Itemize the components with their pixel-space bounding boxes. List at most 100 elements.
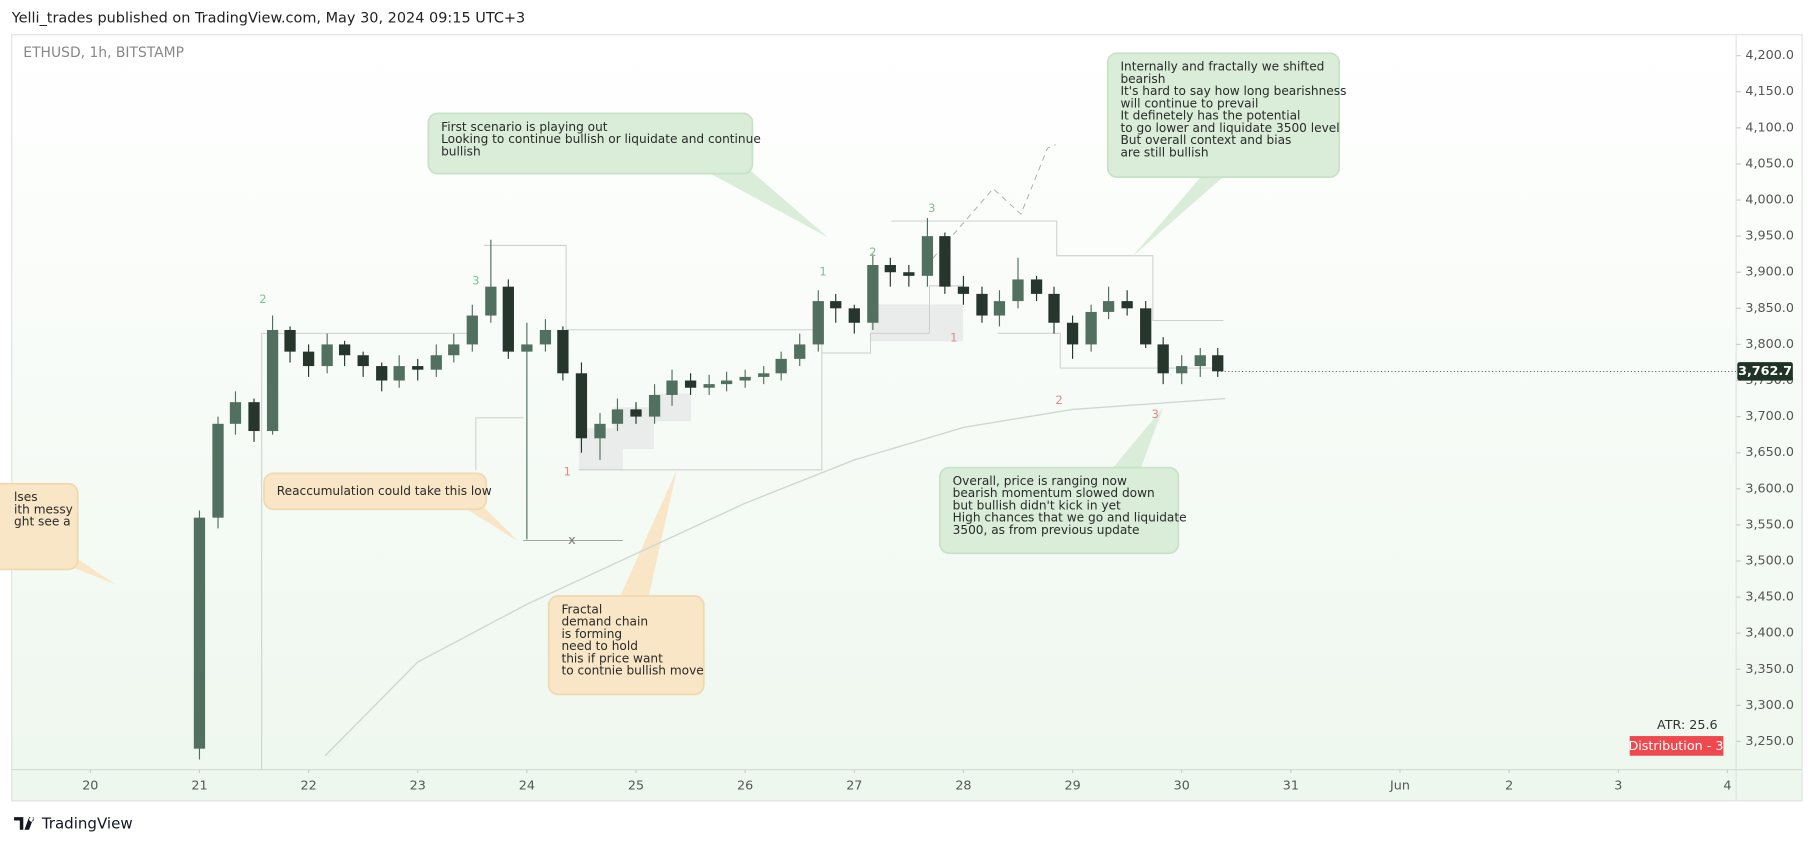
candle-body [1121, 301, 1133, 309]
candle-body [794, 344, 806, 359]
candle-body [284, 329, 296, 352]
candle-body [867, 265, 879, 323]
projection [925, 144, 1056, 267]
candle-body [448, 344, 460, 356]
y-tick-label: 3,450.0 [1745, 590, 1794, 605]
wave-label: 2 [259, 292, 266, 306]
atr: ATR: 25.6 [1657, 718, 1718, 733]
zone-line [821, 285, 964, 354]
candle-body [229, 402, 242, 424]
y-tick-label: 3,500.0 [1745, 553, 1794, 568]
candle-body [1176, 366, 1188, 374]
candle-body [1157, 344, 1169, 374]
candle-body [630, 409, 642, 417]
candle-body [248, 402, 260, 432]
candle-body [466, 315, 478, 345]
x-tick-label: Jun [1389, 778, 1410, 793]
zone-line [891, 220, 1224, 322]
callout-text: Overall, price is ranging now [953, 474, 1127, 488]
candle-body [338, 344, 351, 356]
callout-text: this if price want [561, 651, 663, 665]
footer-brand: TradingView [41, 815, 133, 833]
callout-text: Fractal [561, 602, 602, 616]
callout-text: It definetely has the potential [1120, 109, 1300, 123]
symbol: ETHUSD, 1h, BITSTAMP [23, 45, 184, 61]
candle-body [903, 272, 915, 276]
candle-body [539, 329, 552, 345]
zone-line [483, 244, 823, 471]
callout-text: will continue to prevail [1120, 96, 1258, 110]
callout-text: Looking to continue bullish or liquidate… [441, 132, 761, 146]
header-title: Yelli_trades published on TradingView.co… [11, 11, 526, 27]
candle-body [739, 376, 751, 381]
callout-text: ith messy [14, 502, 73, 516]
y-tick-label: 3,250.0 [1745, 734, 1794, 749]
callout-text: High chances that we go and liquidate [953, 511, 1187, 525]
badge: Distribution - 3 [1628, 739, 1723, 754]
callout-text: 3500, as from previous update [953, 523, 1140, 537]
candle-body [430, 355, 442, 370]
candle-body [884, 265, 896, 273]
x-tick-label: 2 [1505, 778, 1513, 793]
y-tick-label: 4,000.0 [1745, 193, 1794, 208]
y-tick-label: 3,850.0 [1745, 301, 1794, 316]
callout-text: demand chain [561, 615, 648, 629]
x-tick-label: 28 [955, 778, 971, 793]
wave-label: 1 [564, 465, 571, 479]
callout-text: ght see a [14, 515, 71, 529]
candle-body [521, 344, 533, 352]
candle-body [720, 380, 733, 385]
callout [939, 466, 1180, 555]
candle-body [703, 384, 715, 388]
callout [0, 482, 79, 571]
candle-body [611, 409, 624, 424]
moving-average [324, 397, 1226, 757]
y-tick-label: 3,600.0 [1745, 481, 1794, 496]
candle-body [1030, 279, 1043, 294]
candle-body [1012, 279, 1024, 302]
candle-body [830, 301, 842, 309]
x-tick-label: 25 [628, 778, 644, 793]
zone-line [997, 332, 1224, 369]
candle-body [848, 308, 860, 323]
x-tick-label: 30 [1174, 778, 1190, 793]
y-tick-label: 3,550.0 [1745, 517, 1794, 532]
candle-body [485, 286, 497, 316]
callout-text: bearish [1120, 72, 1165, 86]
pointer [706, 162, 828, 238]
y-tick-label: 4,050.0 [1745, 156, 1794, 171]
badge-box [1629, 736, 1724, 756]
candle-body [1085, 311, 1097, 345]
callout-text: but bullish didn't kick in yet [953, 498, 1121, 512]
candle-body [376, 366, 388, 381]
y-tick-label: 3,950.0 [1745, 229, 1794, 244]
callout-text: are still bullish [1120, 145, 1208, 159]
tv-logo [14, 817, 34, 830]
callout-text: Internally and fractally we shifted [1120, 60, 1324, 74]
y-tick-label: 3,400.0 [1745, 626, 1794, 641]
x-tick-label: 20 [82, 778, 98, 793]
y-tick-label: 3,650.0 [1745, 445, 1794, 460]
cross-label: x [568, 533, 576, 548]
candle-body [1066, 322, 1079, 345]
candle-body [594, 423, 606, 439]
candle-body [939, 236, 951, 287]
callout-text: to contnie bullish move [561, 664, 703, 678]
candle-body [1140, 308, 1152, 345]
y-tick-label: 4,150.0 [1745, 84, 1794, 99]
candle-body [193, 517, 206, 749]
candle-body [412, 366, 424, 370]
last-price-label: 3,762.7 [1738, 364, 1792, 379]
x-tick-label: 3 [1614, 778, 1622, 793]
candle-body [812, 301, 824, 345]
x-tick-label: 29 [1064, 778, 1080, 793]
chart-frame [11, 34, 1803, 802]
y-tick-label: 3,700.0 [1745, 409, 1794, 424]
callout-text: It's hard to say how long bearishness [1120, 84, 1346, 98]
wave-label: 3 [928, 201, 935, 215]
zone-line [261, 332, 476, 770]
candle-body [666, 380, 678, 395]
candle-body [1048, 293, 1060, 323]
y-tick-label: 3,300.0 [1745, 698, 1794, 713]
